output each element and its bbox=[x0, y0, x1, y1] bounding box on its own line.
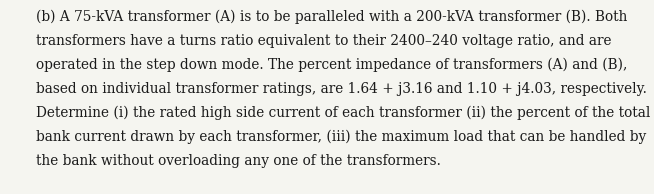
Text: bank current drawn by each transformer, (iii) the maximum load that can be handl: bank current drawn by each transformer, … bbox=[36, 130, 646, 144]
Text: based on individual transformer ratings, are 1.64 + j3.16 and 1.10 + j4.03, resp: based on individual transformer ratings,… bbox=[36, 82, 647, 96]
Text: transformers have a turns ratio equivalent to their 2400–240 voltage ratio, and : transformers have a turns ratio equivale… bbox=[36, 34, 611, 48]
Text: the bank without overloading any one of the transformers.: the bank without overloading any one of … bbox=[36, 154, 441, 168]
Text: (b) A 75-kVA transformer (A) is to be paralleled with a 200-kVA transformer (B).: (b) A 75-kVA transformer (A) is to be pa… bbox=[36, 10, 627, 24]
Text: operated in the step down mode. The percent impedance of transformers (A) and (B: operated in the step down mode. The perc… bbox=[36, 58, 627, 72]
Text: Determine (i) the rated high side current of each transformer (ii) the percent o: Determine (i) the rated high side curren… bbox=[36, 106, 650, 120]
